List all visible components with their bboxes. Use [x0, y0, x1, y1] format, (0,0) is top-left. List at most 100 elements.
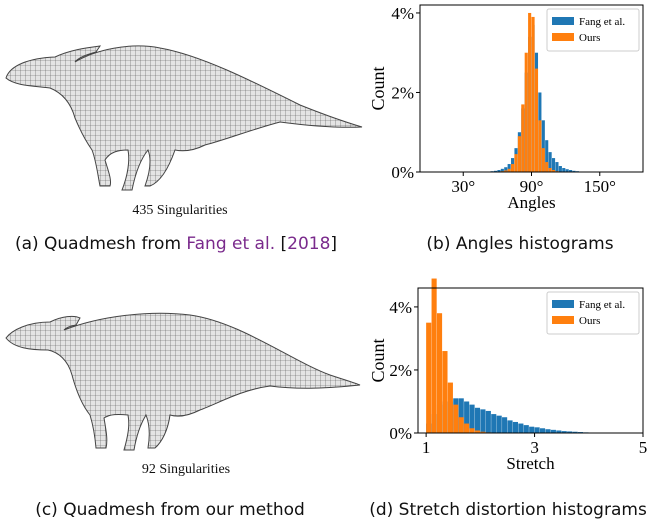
histogram-bar: [562, 168, 566, 172]
histogram-bar: [480, 431, 486, 433]
histogram-bar: [474, 430, 481, 433]
histogram-bar: [502, 417, 508, 433]
legend-swatch: [552, 17, 574, 25]
y-axis-label: Count: [368, 66, 388, 110]
caption: (a) Quadmesh from Fang et al. [2018]: [15, 234, 337, 254]
x-axis-label: Angles: [507, 193, 555, 212]
histogram-bar: [497, 170, 501, 172]
histogram-bar: [474, 407, 481, 433]
legend-label: Ours: [579, 315, 600, 327]
caption: (c) Quadmesh from our method: [35, 500, 305, 520]
histogram-bar: [464, 401, 470, 433]
histogram-bar: [507, 420, 513, 433]
histogram-bar: [518, 423, 524, 433]
histogram-bar: [534, 427, 540, 433]
histogram-bar: [496, 415, 502, 433]
histogram-bar: [507, 164, 511, 172]
y-tick-label: 0%: [389, 424, 412, 443]
histogram-bar: [426, 322, 432, 433]
histogram-bar: [458, 417, 464, 433]
histogram-bar: [539, 428, 546, 433]
y-tick-label: 4%: [391, 4, 414, 23]
legend-label: Ours: [579, 32, 600, 44]
y-tick-label: 4%: [389, 298, 412, 317]
citation-link[interactable]: Fang et al.: [186, 234, 275, 254]
histogram-bar: [514, 154, 518, 172]
histogram-bar: [512, 421, 519, 433]
histogram-bar: [528, 12, 532, 173]
histogram-bar: [458, 398, 464, 433]
histogram-bar: [485, 410, 491, 433]
histogram-bar: [548, 168, 552, 172]
y-tick-label: 2%: [389, 361, 412, 380]
legend-label: Fang et al.: [579, 299, 625, 311]
y-axis-label: Count: [368, 338, 388, 382]
x-tick-label: 30°: [451, 177, 475, 196]
histogram-bar: [561, 431, 567, 433]
x-tick-label: 150°: [584, 177, 616, 196]
y-tick-label: 0%: [391, 163, 414, 182]
histogram-bar: [431, 278, 437, 433]
plot-frame: [417, 287, 644, 434]
histogram-bar: [524, 52, 528, 172]
histogram-bar: [569, 170, 573, 172]
citation-year[interactable]: 2018: [287, 234, 330, 254]
histogram-bar: [469, 404, 475, 433]
histogram-bar: [464, 423, 470, 433]
caption: (d) Stretch distortion histograms: [369, 500, 647, 520]
histogram-bar: [555, 162, 559, 172]
histogram-bar: [531, 16, 535, 172]
dinosaur-mesh-c: [5, 312, 361, 451]
x-axis-label: Stretch: [506, 454, 555, 473]
histogram-bar: [453, 404, 459, 433]
histogram-bar: [491, 414, 497, 433]
histogram-bar: [504, 167, 508, 172]
histogram-bar: [567, 431, 573, 433]
histogram-bar: [480, 409, 486, 433]
histogram-bar: [541, 148, 545, 172]
histogram-bar: [545, 140, 549, 172]
histogram-bar: [545, 429, 551, 433]
histogram-bar: [545, 162, 549, 172]
histogram-bar: [523, 425, 529, 433]
legend-swatch: [552, 33, 574, 41]
x-tick-label: 3: [530, 438, 539, 457]
legend-swatch: [552, 300, 574, 308]
x-tick-label: 1: [422, 438, 431, 457]
caption: (b) Angles histograms: [426, 234, 613, 254]
histogram-bar: [500, 168, 504, 172]
dinosaur-mesh-a: [5, 45, 363, 191]
legend-swatch: [552, 316, 574, 324]
histogram-bar: [447, 382, 453, 433]
histogram-bar: [572, 431, 578, 433]
histogram-bar: [565, 169, 569, 172]
y-tick-label: 2%: [391, 83, 414, 102]
histogram-bar: [550, 429, 556, 433]
histogram-bar: [556, 430, 562, 433]
singularity-count: 92 Singularities: [142, 462, 230, 477]
histogram-bar: [521, 104, 525, 172]
histogram-bar: [538, 120, 542, 172]
histogram-bar: [469, 428, 475, 433]
histogram-bar: [572, 170, 576, 172]
caption-text: (a) Quadmesh from: [15, 234, 186, 254]
histogram-bar: [436, 313, 443, 433]
x-tick-label: 90°: [520, 177, 544, 196]
histogram-bar: [548, 152, 552, 172]
caption-text: [: [275, 234, 287, 254]
histogram-bar: [534, 68, 539, 172]
histogram-bar: [493, 170, 498, 172]
histogram-bar: [442, 351, 448, 433]
histogram-bar: [541, 120, 545, 172]
histogram-bar: [551, 170, 556, 172]
singularity-count: 435 Singularities: [132, 203, 227, 218]
histogram-bar: [517, 136, 521, 172]
histogram-bar: [511, 164, 515, 172]
caption-text: ]: [330, 234, 337, 254]
x-tick-label: 5: [639, 438, 648, 457]
histogram-bar: [558, 166, 562, 172]
legend-label: Fang et al.: [579, 16, 625, 28]
histogram-bar: [529, 426, 535, 433]
